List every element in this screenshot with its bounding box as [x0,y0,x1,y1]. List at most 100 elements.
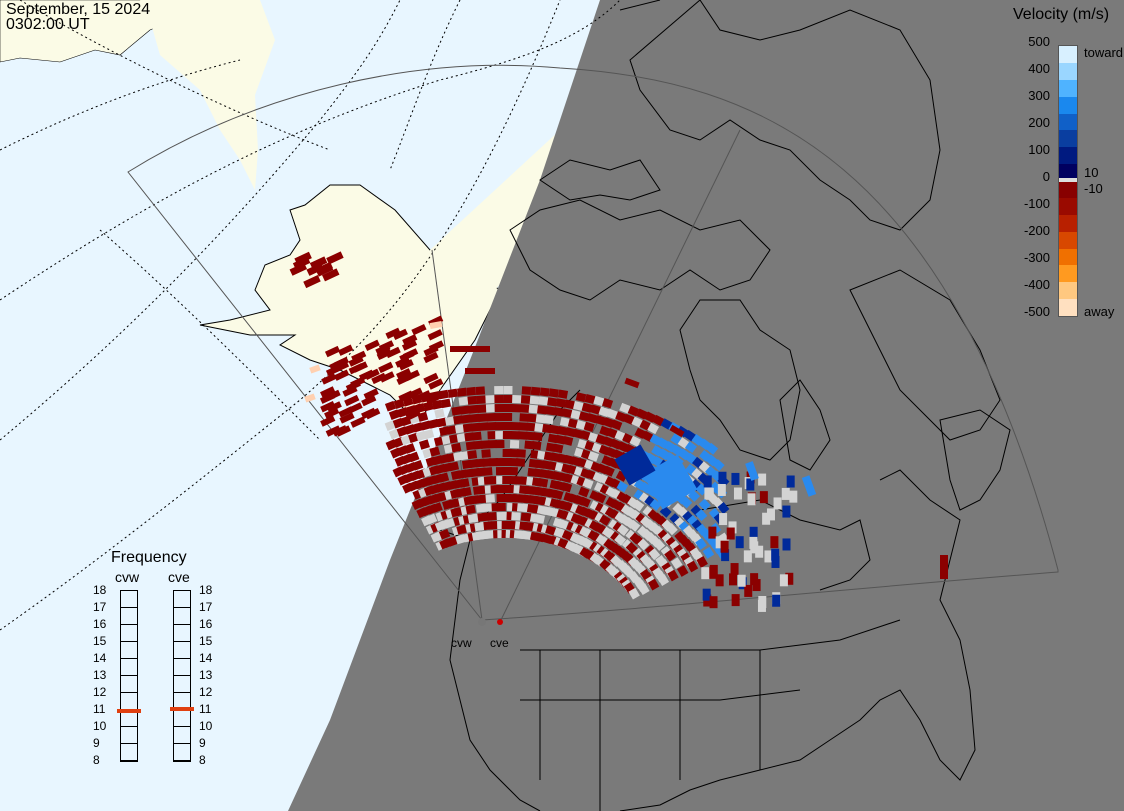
scatter-cell [586,413,598,424]
scatter-cell [695,537,707,550]
scatter-cell [584,393,596,405]
graticule [0,0,621,631]
scatter-cell [494,394,504,404]
scatter-cell [647,578,660,591]
colorbar-segment [1059,248,1077,266]
scatter-cell [461,487,472,497]
scatter-cell [325,364,342,377]
scatter-cell [510,421,521,431]
frequency-scale-label: 8 [199,753,206,767]
scatter-cell [735,536,744,549]
scatter-cell [475,386,486,396]
scatter-cell [730,563,739,576]
frequency-scale-label: 15 [199,634,213,648]
scatter-cell [578,486,590,498]
scatter-cell [624,377,640,389]
scatter-cell [509,439,520,449]
scatter-cell [573,401,584,411]
scatter-cell [712,459,725,472]
scatter-cell [429,321,443,329]
colorbar-toward-label: toward [1084,45,1124,60]
scatter-cell [773,497,782,510]
scatter-cell [324,345,341,358]
scatter-cell [652,414,665,427]
radar-label-cvw: cvw [451,636,472,650]
scatter-cell [334,369,350,381]
frequency-scale-label: 12 [199,685,213,699]
scatter-cell [737,574,746,587]
scatter-cell [431,502,443,513]
scatter-cell [429,446,441,457]
scatter-cell [520,395,531,404]
scatter-cell [428,418,440,429]
scatter-cell [743,550,752,563]
scatter-cell [702,588,711,601]
scatter-cell [614,444,656,486]
frequency-gridline [120,726,138,727]
scatter-cell [408,451,420,463]
scatter-cell [531,441,542,451]
frequency-gridline [173,641,191,642]
scatter-cell [583,421,595,432]
frequency-gridline [120,760,138,761]
frequency-scale-label: 18 [93,583,107,597]
scatter-cell [361,394,377,407]
scatter-cell [496,502,506,512]
scatter-cell [521,386,532,395]
scatter-cell [762,512,771,525]
scatter-cell [518,422,529,431]
scatter-cell [535,414,546,424]
scatter-cell [320,386,336,398]
scatter-cell [303,275,321,289]
frequency-scale-label: 12 [93,685,107,699]
scatter-cell [575,392,587,403]
scatter-cell [632,499,645,512]
scatter-cell [649,498,662,511]
scatter-cell [715,574,724,587]
colorbar-tick-label: 400 [1028,61,1050,76]
scatter-cell [781,487,790,500]
scatter-cell [503,412,513,422]
scatter-cell [749,536,758,549]
scatter-cell [521,530,532,540]
colorbar-segment [1059,282,1077,300]
scatter-cell [579,496,591,508]
scatter-cell [782,538,791,551]
scatter-cell [532,432,543,442]
colorbar-inner-label-pos: 10 [1084,165,1099,180]
scatter-cell [745,461,759,481]
scatter-cell [438,528,451,540]
scatter-cell [629,435,642,447]
colorbar-segment [1059,96,1077,114]
scatter-cell [392,417,404,429]
scatter-cell [625,541,638,554]
scatter-cell [517,431,528,440]
scatter-cell [465,504,476,515]
scatter-cell [717,502,730,515]
scatter-cell [322,268,340,282]
scatter-cell [729,573,738,586]
scatter-cell [441,435,452,445]
scatter-cell [565,427,576,438]
frequency-gridline [173,692,191,693]
scatter-cell [559,417,571,427]
scatter-cell [427,392,443,404]
scatter-cell [462,423,473,433]
colorbar-tick-label: 500 [1028,34,1050,49]
scatter-cell [764,550,773,563]
scatter-cell [319,392,336,404]
scatter-cell [438,472,450,483]
colorbar-title: Velocity (m/s) [1013,6,1110,23]
frequency-gridline [120,658,138,659]
scatter-cell [396,373,412,386]
scatter-cell [378,361,394,374]
scatter-cell [470,422,481,432]
scatter-cell [570,409,582,420]
frequency-scale-label: 15 [93,634,107,648]
scatter-cell [594,492,607,504]
scatter-cell [545,525,557,536]
colorbar-segment [1059,147,1077,165]
scatter-cell [464,432,475,442]
scatter-cell [396,368,412,380]
scatter-cell [451,442,462,453]
